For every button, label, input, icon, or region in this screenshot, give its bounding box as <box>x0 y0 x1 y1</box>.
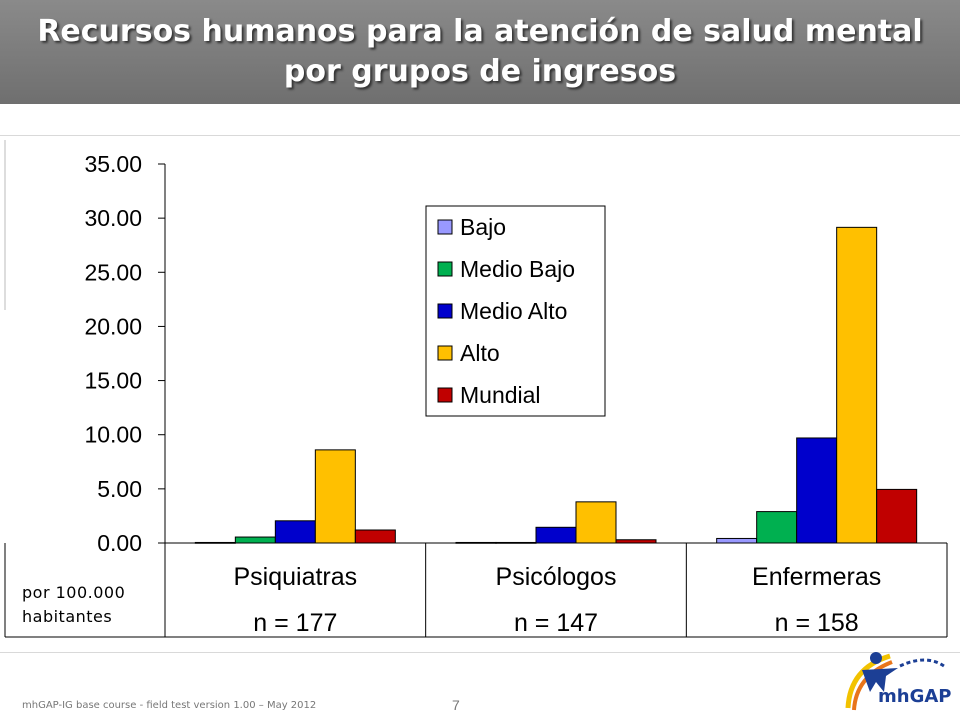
bar-bajo <box>194 541 236 544</box>
bar-mundial <box>876 488 918 544</box>
bar-alto <box>575 501 617 544</box>
legend-label: Alto <box>460 340 500 366</box>
chart-area <box>0 135 960 653</box>
bar-medio-alto <box>796 437 838 544</box>
y-tick-label: 25.00 <box>84 259 142 285</box>
logo-swoosh-orange <box>852 660 893 711</box>
logo-swoosh-yellow <box>845 653 891 709</box>
legend-swatch <box>437 303 453 319</box>
bar-medio-bajo <box>234 536 276 544</box>
legend-label: Medio Alto <box>460 298 567 324</box>
category-n-label: n = 158 <box>775 609 859 637</box>
legend-box <box>425 205 606 417</box>
unit-label-line1: por 100.000 <box>22 583 126 602</box>
logo-swoosh-blue <box>899 658 945 668</box>
bar-bajo <box>716 537 758 544</box>
bar-medio-bajo <box>756 511 798 544</box>
y-tick-label: 35.00 <box>84 151 142 177</box>
bar-mundial <box>615 539 657 544</box>
category-label: Psicólogos <box>496 563 617 591</box>
y-tick-label: 30.00 <box>84 205 142 231</box>
y-tick-label: 0.00 <box>97 530 142 556</box>
unit-label-line2: habitantes <box>22 607 113 626</box>
logo-figure-head <box>870 652 882 664</box>
bar-medio-alto <box>274 520 316 544</box>
logo-figure-body <box>862 668 898 692</box>
legend-swatch <box>437 387 453 403</box>
y-tick-label: 5.00 <box>97 476 142 502</box>
y-tick-label: 20.00 <box>84 313 142 339</box>
legend-label: Mundial <box>460 382 541 408</box>
logo-text: mhGAP <box>878 686 952 707</box>
mhgap-logo <box>845 652 945 711</box>
category-n-label: n = 147 <box>514 609 598 637</box>
bar-mundial <box>354 529 396 544</box>
bar-alto <box>836 226 878 544</box>
category-n-label: n = 177 <box>253 609 337 637</box>
title-bar: Recursos humanos para la atención de sal… <box>0 0 960 104</box>
category-label: Psiquiatras <box>233 563 357 591</box>
legend-swatch <box>437 261 453 277</box>
bar-medio-alto <box>535 526 577 544</box>
footer-text: mhGAP-IG base course - field test versio… <box>22 700 317 711</box>
legend-swatch <box>437 345 453 361</box>
bar-medio-bajo <box>495 541 537 544</box>
page-number: 7 <box>452 697 460 713</box>
bar-bajo <box>455 541 497 544</box>
slide-title: Recursos humanos para la atención de sal… <box>37 14 923 89</box>
bar-alto <box>314 449 356 544</box>
y-tick-label: 15.00 <box>84 368 142 394</box>
legend-label: Bajo <box>460 214 506 240</box>
category-label: Enfermeras <box>752 563 881 591</box>
legend-swatch <box>437 219 453 235</box>
y-tick-label: 10.00 <box>84 422 142 448</box>
legend-label: Medio Bajo <box>460 256 575 282</box>
unit-label: por 100.000 habitantes <box>22 581 125 629</box>
